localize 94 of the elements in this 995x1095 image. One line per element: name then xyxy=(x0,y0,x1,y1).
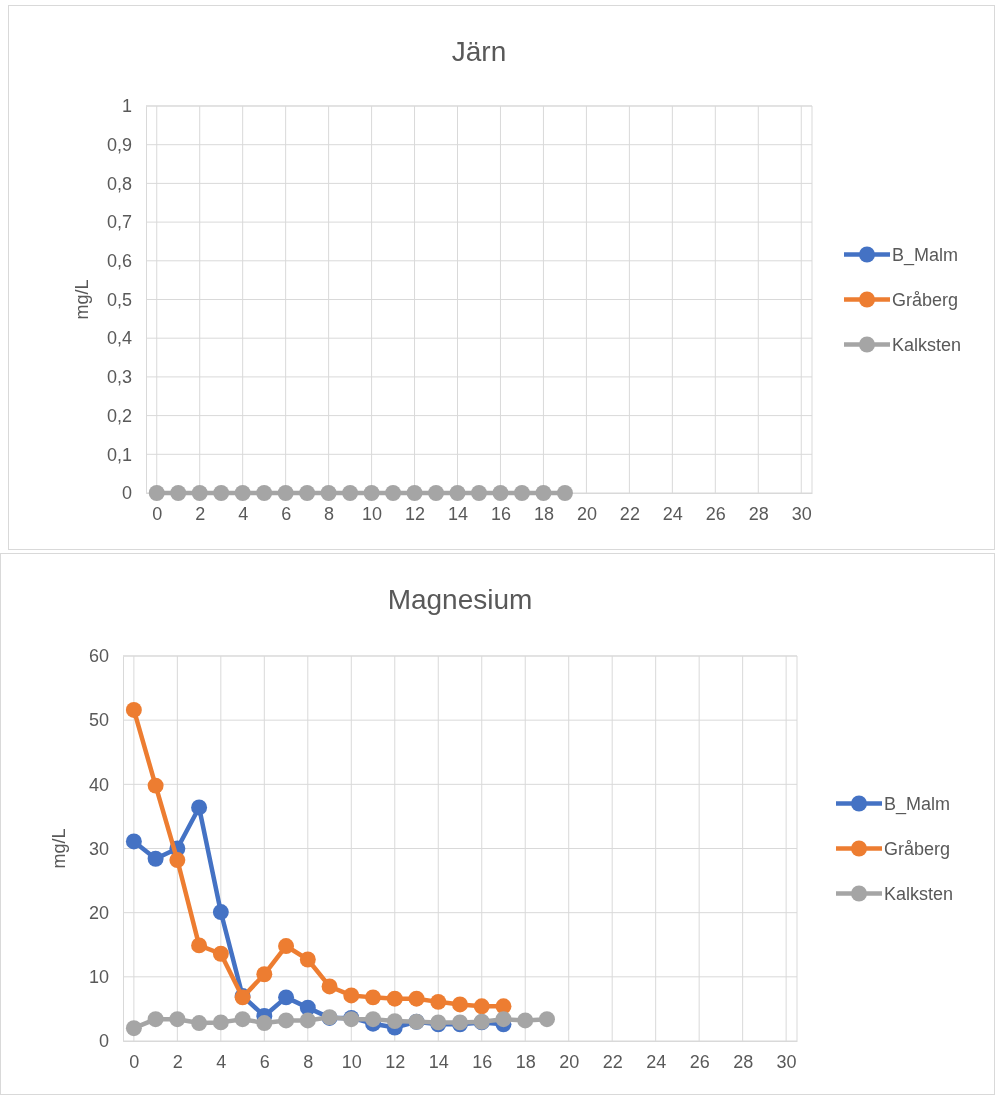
point xyxy=(278,989,295,1006)
point xyxy=(191,937,208,954)
x-tick-label: 8 xyxy=(303,1051,314,1072)
x-tick-label: 10 xyxy=(341,1051,362,1072)
point xyxy=(125,833,142,850)
y-tick-label: 0,6 xyxy=(106,251,132,272)
legend-label: Kalksten xyxy=(884,883,954,904)
point xyxy=(495,1011,512,1028)
chart-title: Järn xyxy=(451,36,507,67)
y-tick-label: 0,7 xyxy=(106,212,132,233)
point xyxy=(365,989,382,1006)
x-tick-label: 24 xyxy=(662,503,683,524)
x-tick-label: 14 xyxy=(448,503,469,524)
point xyxy=(147,777,164,794)
x-tick-label: 12 xyxy=(385,1051,406,1072)
x-tick-label: 8 xyxy=(324,503,335,524)
x-tick-label: 26 xyxy=(705,503,726,524)
point xyxy=(299,1012,316,1029)
legend-label: Kalksten xyxy=(892,334,962,355)
x-tick-label: 0 xyxy=(152,503,163,524)
x-tick-label: 26 xyxy=(689,1051,710,1072)
x-tick-label: 10 xyxy=(362,503,383,524)
point xyxy=(278,938,295,954)
x-tick-label: 20 xyxy=(576,503,597,524)
y-tick-label: 10 xyxy=(88,967,109,988)
x-tick-label: 28 xyxy=(733,1051,754,1072)
y-tick-label: 1 xyxy=(121,96,132,117)
point xyxy=(538,1011,555,1028)
x-tick-label: 28 xyxy=(748,503,769,524)
point xyxy=(125,701,142,718)
point xyxy=(147,850,164,867)
point xyxy=(191,1015,208,1031)
point xyxy=(343,987,360,1004)
x-tick-label: 4 xyxy=(238,503,249,524)
x-tick-label: 20 xyxy=(559,1051,580,1072)
x-tick-label: 18 xyxy=(515,1051,536,1072)
point xyxy=(147,1011,164,1028)
y-tick-label: 0,9 xyxy=(106,134,132,155)
point xyxy=(212,945,229,962)
point xyxy=(191,799,208,816)
point xyxy=(212,1014,229,1031)
point xyxy=(278,1012,295,1029)
point xyxy=(169,852,186,869)
x-tick-label: 2 xyxy=(172,1051,183,1072)
y-tick-label: 60 xyxy=(88,646,109,667)
x-tick-label: 6 xyxy=(281,503,292,524)
point xyxy=(299,951,316,968)
point xyxy=(321,978,338,995)
point xyxy=(212,904,229,920)
point xyxy=(125,1020,142,1037)
x-tick-label: 16 xyxy=(472,1051,493,1072)
y-tick-label: 0,8 xyxy=(106,173,132,194)
chart-title: Magnesium xyxy=(387,584,533,615)
x-tick-label: 22 xyxy=(619,503,640,524)
point xyxy=(386,1013,403,1030)
point xyxy=(365,1011,382,1028)
y-tick-label: 0 xyxy=(98,1031,109,1052)
x-tick-label: 14 xyxy=(428,1051,449,1072)
x-tick-label: 16 xyxy=(490,503,511,524)
y-tick-label: 40 xyxy=(88,774,109,795)
y-tick-label: 0,2 xyxy=(106,405,132,426)
y-axis-title: mg/L xyxy=(49,828,69,869)
x-tick-label: 22 xyxy=(602,1051,623,1072)
y-tick-label: 50 xyxy=(88,710,109,731)
legend-label: Gråberg xyxy=(892,289,959,310)
y-tick-label: 30 xyxy=(88,838,109,859)
x-tick-label: 30 xyxy=(776,1051,797,1072)
y-tick-label: 0,3 xyxy=(106,367,132,388)
point xyxy=(386,990,403,1007)
x-tick-label: 12 xyxy=(405,503,426,524)
point xyxy=(430,993,447,1010)
y-axis-title: mg/L xyxy=(72,279,92,320)
point xyxy=(256,1015,273,1031)
point xyxy=(517,1012,534,1029)
legend-label: B_Malm xyxy=(884,793,951,815)
y-tick-label: 0,4 xyxy=(106,328,132,349)
y-tick-label: 20 xyxy=(88,902,109,923)
point xyxy=(473,998,490,1015)
y-tick-label: 0 xyxy=(121,483,132,504)
y-tick-label: 0,5 xyxy=(106,289,132,310)
point xyxy=(234,1011,251,1028)
y-tick-label: 0,1 xyxy=(106,444,132,465)
point xyxy=(452,996,468,1013)
x-tick-label: 4 xyxy=(216,1051,227,1072)
x-tick-label: 24 xyxy=(646,1051,667,1072)
legend-label: B_Malm xyxy=(892,244,959,266)
x-tick-label: 30 xyxy=(791,503,812,524)
point xyxy=(256,966,273,983)
x-tick-label: 18 xyxy=(533,503,554,524)
legend-label: Gråberg xyxy=(884,838,951,859)
x-tick-label: 2 xyxy=(195,503,206,524)
point xyxy=(169,1011,186,1028)
x-tick-label: 6 xyxy=(259,1051,270,1072)
point xyxy=(408,990,425,1007)
